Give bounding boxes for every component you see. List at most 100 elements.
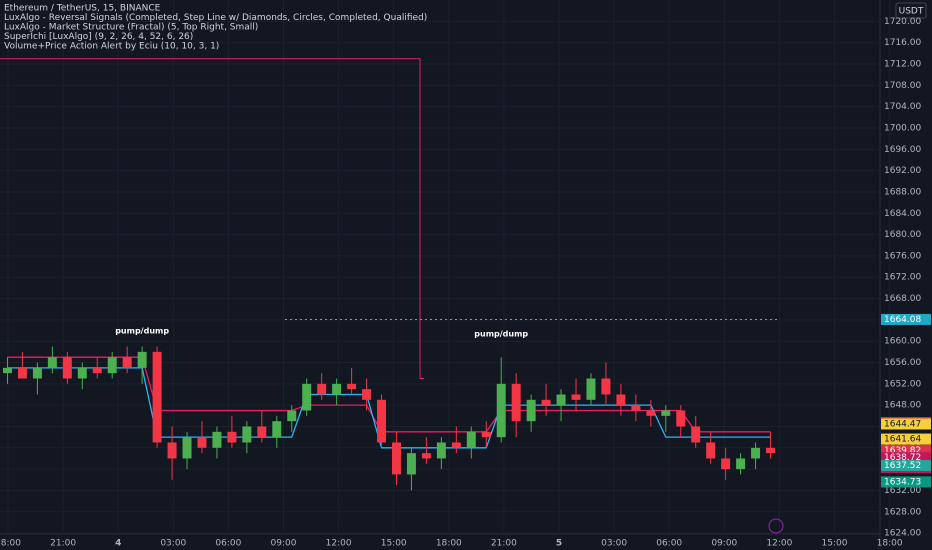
candle-body <box>751 447 761 459</box>
y-tick-label: 1648.00 <box>884 401 921 411</box>
legend-line: Ethereum / TetherUS, 15, BINANCE <box>4 4 161 14</box>
candle-body <box>661 410 671 416</box>
candle-body <box>526 399 536 422</box>
candle-body <box>496 383 506 438</box>
candle-body <box>332 383 342 395</box>
candle-body <box>122 357 132 368</box>
x-tick-label: 15:00 <box>822 539 848 549</box>
candle-body <box>32 367 42 379</box>
x-tick-label: 03:00 <box>160 539 186 549</box>
x-tick-label: 21:00 <box>491 539 517 549</box>
candle-body <box>616 394 626 406</box>
x-tick-label: 09:00 <box>711 539 737 549</box>
y-tick-label: 1684.00 <box>884 209 921 219</box>
candle-body <box>631 405 641 411</box>
x-tick-label: 09:00 <box>271 539 297 549</box>
price-tag-label: 1638.72 <box>884 453 921 463</box>
candle-body <box>377 399 387 443</box>
candle-body <box>511 383 521 422</box>
legend-line: SuperIchi [LuxAlgo] (9, 2, 26, 4, 52, 6,… <box>4 32 193 42</box>
candle-body <box>182 437 192 459</box>
candle-body <box>17 367 27 379</box>
candle-body <box>736 458 746 470</box>
y-tick-label: 1696.00 <box>884 145 921 155</box>
currency-button[interactable] <box>895 2 927 19</box>
candle-body <box>391 442 401 475</box>
candle-body <box>466 431 476 448</box>
candle-body <box>257 426 267 438</box>
candle-body <box>706 442 716 459</box>
candle-body <box>347 383 357 390</box>
candle-body <box>766 447 776 454</box>
price-tag <box>881 433 931 445</box>
candle-body <box>317 383 327 395</box>
candle-body <box>362 389 372 400</box>
legend-line: Volume+Price Action Alert by Eciu (10, 1… <box>4 42 219 52</box>
candle-body <box>691 426 701 443</box>
y-tick-label: 1720.00 <box>884 17 921 27</box>
candle-body <box>92 367 102 374</box>
y-tick-label: 1660.00 <box>884 337 921 347</box>
alert-icon[interactable] <box>768 518 784 534</box>
y-tick-label: 1652.00 <box>884 379 921 389</box>
candle-body <box>47 357 57 368</box>
candle-body <box>242 426 252 443</box>
y-tick-label: 1676.00 <box>884 251 921 261</box>
x-tick-label: 03:00 <box>601 539 627 549</box>
candle-body <box>287 410 297 422</box>
annotation: pump/dump <box>474 329 528 338</box>
annotation: pump/dump <box>115 327 169 336</box>
y-tick-label: 1656.00 <box>884 358 921 368</box>
y-tick-label: 1680.00 <box>884 230 921 240</box>
price-tag <box>881 313 931 325</box>
y-tick-label: 1624.00 <box>884 529 921 539</box>
candle-body <box>272 421 282 438</box>
price-tag-label: 1664.08 <box>884 315 921 325</box>
candle-body <box>601 378 611 395</box>
candle-body <box>721 458 731 470</box>
y-tick-label: 1668.00 <box>884 294 921 304</box>
y-tick-label: 1692.00 <box>884 166 921 176</box>
x-tick-label: 4 <box>115 539 121 549</box>
candle-body <box>197 437 207 448</box>
y-tick-label: 1688.00 <box>884 187 921 197</box>
x-tick-label: 18:00 <box>877 539 903 549</box>
upper-level <box>0 58 424 380</box>
indicator-line <box>7 356 771 433</box>
candle-body <box>302 383 312 411</box>
x-tick-label: 15:00 <box>381 539 407 549</box>
legend-line: LuxAlgo - Reversal Signals (Completed, S… <box>4 13 427 23</box>
x-tick-label: 12:00 <box>326 539 352 549</box>
price-tag <box>881 418 931 430</box>
indicator-line <box>7 367 771 449</box>
x-tick-label: 06:00 <box>656 539 682 549</box>
y-tick-label: 1672.00 <box>884 273 921 283</box>
y-tick-label: 1632.00 <box>884 486 921 496</box>
currency[interactable]: USDT <box>899 7 924 17</box>
candle-body <box>421 453 431 459</box>
price-tag <box>881 444 931 456</box>
candle-body <box>77 367 87 379</box>
candle-body <box>451 442 461 448</box>
price-tag-label: 1641.64 <box>884 435 921 445</box>
x-tick-label: 5 <box>556 539 562 549</box>
candle-body <box>556 394 566 406</box>
candle-body <box>137 351 147 368</box>
candle-body <box>676 410 686 427</box>
y-tick-label: 1704.00 <box>884 102 921 112</box>
candle-body <box>646 410 656 416</box>
y-tick-label: 1708.00 <box>884 81 921 91</box>
candle-body <box>481 431 491 438</box>
candle-body <box>152 351 162 443</box>
price-tag <box>881 476 931 488</box>
y-tick-label: 1716.00 <box>884 38 921 48</box>
legend-line: LuxAlgo - Market Structure (Fractal) (5,… <box>4 23 258 33</box>
x-tick-label: 06:00 <box>215 539 241 549</box>
price-tag-label: 1637.52 <box>884 461 921 471</box>
candle-body <box>62 357 72 379</box>
candle-body <box>107 357 117 374</box>
candle-body <box>2 367 12 374</box>
candle-body <box>167 442 177 459</box>
